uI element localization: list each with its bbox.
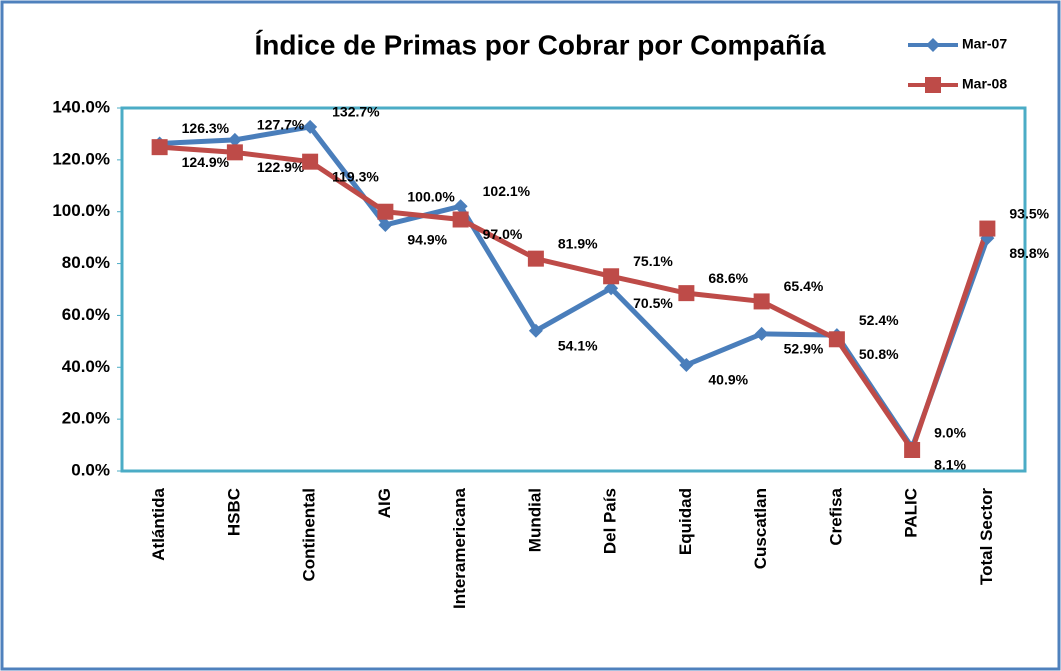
- legend-marker: [925, 77, 941, 93]
- data-point: [979, 220, 996, 237]
- data-label: 65.4%: [784, 278, 824, 294]
- data-point: [603, 268, 620, 285]
- data-label: 40.9%: [708, 372, 748, 388]
- data-point: [226, 144, 243, 161]
- x-tick-label: Cuscatlan: [751, 488, 770, 569]
- data-point: [904, 441, 921, 458]
- y-tick-label: 80.0%: [62, 253, 110, 272]
- legend-label: Mar-08: [962, 76, 1007, 92]
- series-line: [159, 144, 990, 456]
- data-point: [303, 119, 318, 134]
- data-label: 52.4%: [859, 312, 899, 328]
- y-tick-label: 60.0%: [62, 305, 110, 324]
- data-label: 127.7%: [257, 117, 305, 133]
- data-point: [528, 323, 543, 338]
- data-label: 50.8%: [859, 346, 899, 362]
- data-label: 52.9%: [784, 341, 824, 357]
- data-label: 8.1%: [934, 457, 966, 473]
- data-label: 126.3%: [182, 120, 230, 136]
- chart-title: Índice de Primas por Cobrar por Compañía: [254, 29, 825, 60]
- y-tick-label: 20.0%: [62, 409, 110, 428]
- y-tick-label: 40.0%: [62, 357, 110, 376]
- y-tick-label: 140.0%: [52, 97, 110, 116]
- x-tick-label: Interamericana: [450, 487, 469, 608]
- x-tick-label: Mundial: [525, 488, 544, 552]
- data-point: [378, 217, 393, 232]
- data-point: [227, 132, 242, 147]
- x-tick-label: PALIC: [902, 488, 921, 538]
- data-point: [302, 153, 319, 170]
- data-label: 70.5%: [633, 295, 673, 311]
- x-tick-label: HSBC: [224, 488, 243, 536]
- data-label: 89.8%: [1009, 245, 1049, 261]
- data-label: 102.1%: [483, 183, 531, 199]
- data-point: [527, 250, 544, 267]
- x-tick-label: AIG: [375, 488, 394, 518]
- data-label: 68.6%: [708, 270, 748, 286]
- x-tick-label: Del País: [601, 488, 620, 554]
- data-label: 81.9%: [558, 235, 598, 251]
- legend-label: Mar-07: [962, 36, 1007, 52]
- data-label: 122.9%: [257, 159, 305, 175]
- data-point: [753, 293, 770, 310]
- data-point: [754, 326, 769, 341]
- data-point: [604, 281, 619, 296]
- data-point: [453, 199, 468, 214]
- x-tick-label: Total Sector: [977, 488, 996, 585]
- data-label: 100.0%: [407, 188, 455, 204]
- data-label: 119.3%: [332, 168, 379, 184]
- data-label: 124.9%: [182, 154, 230, 170]
- data-point: [377, 203, 394, 220]
- data-point: [678, 285, 695, 302]
- data-label: 54.1%: [558, 337, 598, 353]
- data-label: 132.7%: [332, 104, 380, 120]
- data-label: 97.0%: [483, 226, 523, 242]
- x-tick-label: Equidad: [676, 488, 695, 555]
- data-label: 9.0%: [934, 424, 966, 440]
- data-point: [151, 139, 168, 156]
- data-label: 94.9%: [407, 232, 447, 248]
- legend-marker: [926, 38, 940, 52]
- y-tick-label: 100.0%: [52, 201, 110, 220]
- data-point: [452, 211, 469, 228]
- y-tick-label: 0.0%: [71, 460, 110, 479]
- x-tick-label: Continental: [300, 488, 319, 582]
- data-point: [679, 357, 694, 372]
- plot-area: [120, 106, 1027, 473]
- x-tick-label: Atlántida: [149, 487, 168, 560]
- x-tick-label: Crefisa: [826, 487, 845, 545]
- data-label: 93.5%: [1009, 205, 1049, 221]
- data-point: [828, 331, 845, 348]
- y-tick-label: 120.0%: [52, 149, 110, 168]
- data-label: 75.1%: [633, 253, 673, 269]
